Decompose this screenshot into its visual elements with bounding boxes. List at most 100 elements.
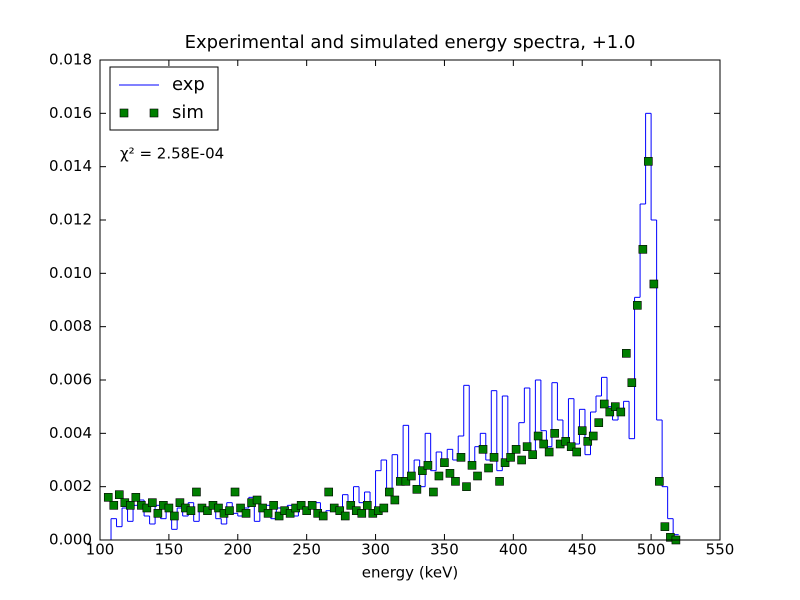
x-tick-label: 300	[361, 541, 390, 559]
marker	[126, 501, 135, 510]
marker	[655, 477, 664, 486]
marker	[484, 463, 493, 473]
marker	[346, 501, 356, 510]
marker	[462, 482, 471, 491]
marker	[511, 445, 521, 454]
x-tick-label: 100	[86, 541, 115, 559]
y-tick-label: 0.010	[49, 264, 92, 282]
y-tick-label: 0.008	[49, 317, 92, 335]
marker	[385, 487, 394, 497]
marker	[269, 501, 278, 510]
marker	[561, 437, 570, 446]
marker	[103, 493, 113, 502]
marker	[407, 471, 416, 481]
y-tick-label: 0.012	[49, 211, 92, 229]
marker	[241, 509, 251, 518]
marker	[594, 418, 604, 427]
marker	[225, 506, 234, 515]
marker	[412, 485, 422, 494]
marker	[478, 445, 488, 454]
x-tick-label: 150	[155, 541, 184, 559]
marker	[522, 442, 532, 451]
y-tick-label: 0.016	[49, 104, 92, 122]
marker	[467, 461, 477, 470]
marker	[170, 511, 179, 521]
marker	[539, 439, 548, 449]
marker	[495, 477, 504, 486]
marker	[296, 501, 306, 510]
marker	[236, 503, 245, 513]
marker	[434, 471, 444, 481]
marker	[644, 157, 653, 166]
legend: exp sim	[109, 66, 219, 131]
marker	[649, 279, 659, 289]
marker	[274, 511, 284, 521]
x-tick-label: 250	[292, 541, 321, 559]
marker	[401, 477, 411, 486]
marker	[285, 509, 295, 518]
x-tick-label: 350	[430, 541, 459, 559]
marker	[588, 431, 598, 441]
marker	[164, 503, 174, 513]
marker	[258, 503, 267, 513]
marker	[528, 450, 537, 459]
marker	[566, 442, 576, 451]
y-tick-label: 0.014	[49, 157, 92, 175]
marker	[192, 487, 201, 497]
marker	[307, 501, 317, 510]
legend-label: sim	[172, 102, 204, 123]
marker	[302, 506, 311, 515]
marker	[633, 301, 642, 310]
marker	[583, 437, 593, 446]
marker	[263, 509, 273, 518]
y-tick-label: 0.002	[49, 477, 92, 495]
marker	[114, 490, 124, 499]
marker	[186, 506, 196, 515]
x-tick-label: 200	[223, 541, 252, 559]
marker	[544, 447, 554, 457]
legend-swatch	[149, 108, 159, 118]
x-tick-label: 550	[706, 541, 735, 559]
marker	[616, 407, 626, 417]
annotation: χ² = 2.58E-04	[120, 145, 224, 163]
marker	[230, 487, 240, 497]
x-tick-label: 500	[637, 541, 666, 559]
marker	[429, 487, 438, 497]
legend-box	[109, 66, 219, 131]
marker	[440, 458, 449, 467]
marker	[605, 407, 615, 417]
marker	[418, 466, 427, 475]
y-tick-label: 0.018	[49, 51, 92, 69]
marker	[148, 498, 157, 507]
marker	[506, 453, 515, 462]
marker	[340, 511, 350, 521]
chart-title: Experimental and simulated energy spectr…	[185, 32, 636, 53]
marker	[660, 522, 670, 531]
marker	[473, 471, 482, 481]
marker	[109, 501, 119, 510]
marker	[203, 506, 212, 515]
marker	[533, 431, 543, 441]
marker	[517, 455, 526, 465]
marker	[627, 378, 637, 387]
marker	[357, 509, 367, 518]
marker	[379, 503, 389, 513]
marker	[335, 506, 345, 515]
marker	[451, 477, 460, 486]
x-tick-label: 450	[568, 541, 597, 559]
marker	[214, 503, 223, 513]
marker	[318, 511, 328, 521]
plot-frame	[99, 59, 721, 541]
marker	[638, 245, 648, 254]
marker	[362, 501, 372, 510]
marker	[131, 493, 141, 502]
y-tick-label: 0.006	[49, 371, 92, 389]
marker	[577, 426, 587, 435]
marker	[324, 487, 334, 497]
y-tick-label: 0.004	[49, 424, 92, 442]
marker	[423, 461, 433, 470]
marker	[489, 453, 499, 462]
marker	[572, 447, 582, 457]
marker	[622, 349, 631, 358]
marker	[390, 495, 400, 505]
